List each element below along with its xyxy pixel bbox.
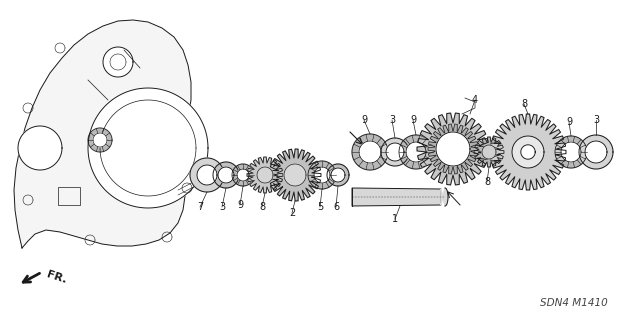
Polygon shape bbox=[308, 161, 336, 189]
Text: 7: 7 bbox=[197, 202, 203, 212]
Text: 1: 1 bbox=[392, 214, 398, 224]
Text: 3: 3 bbox=[389, 115, 395, 125]
Polygon shape bbox=[218, 167, 234, 183]
Text: 5: 5 bbox=[317, 202, 323, 212]
Text: 4: 4 bbox=[472, 95, 478, 105]
Text: 9: 9 bbox=[361, 115, 367, 125]
Polygon shape bbox=[14, 20, 191, 248]
Polygon shape bbox=[386, 143, 404, 161]
Text: SDN4 M1410: SDN4 M1410 bbox=[540, 298, 608, 308]
Polygon shape bbox=[232, 164, 254, 186]
Text: 8: 8 bbox=[259, 202, 265, 212]
Text: 3: 3 bbox=[219, 202, 225, 212]
Polygon shape bbox=[247, 157, 283, 193]
Polygon shape bbox=[88, 88, 208, 208]
Polygon shape bbox=[88, 128, 112, 152]
Polygon shape bbox=[213, 162, 239, 188]
Polygon shape bbox=[490, 114, 566, 190]
Polygon shape bbox=[441, 188, 448, 206]
Polygon shape bbox=[482, 145, 496, 159]
Polygon shape bbox=[555, 136, 587, 168]
Polygon shape bbox=[399, 135, 433, 169]
Text: 9: 9 bbox=[566, 117, 572, 127]
Polygon shape bbox=[257, 167, 273, 183]
Polygon shape bbox=[327, 164, 349, 186]
Polygon shape bbox=[18, 126, 62, 170]
Polygon shape bbox=[269, 149, 321, 201]
Polygon shape bbox=[561, 142, 581, 162]
Text: 6: 6 bbox=[333, 202, 339, 212]
Polygon shape bbox=[197, 165, 217, 185]
Text: 3: 3 bbox=[593, 115, 599, 125]
Polygon shape bbox=[474, 137, 504, 167]
Polygon shape bbox=[521, 145, 535, 159]
Polygon shape bbox=[314, 167, 330, 183]
Polygon shape bbox=[428, 124, 478, 174]
Polygon shape bbox=[284, 164, 306, 186]
Text: 9: 9 bbox=[410, 115, 416, 125]
Polygon shape bbox=[237, 169, 249, 181]
Polygon shape bbox=[359, 141, 381, 163]
Polygon shape bbox=[103, 47, 133, 77]
Polygon shape bbox=[585, 141, 607, 163]
Polygon shape bbox=[406, 142, 426, 162]
Polygon shape bbox=[579, 135, 613, 169]
Polygon shape bbox=[417, 113, 489, 185]
Polygon shape bbox=[190, 158, 224, 192]
Text: 9: 9 bbox=[237, 200, 243, 210]
Polygon shape bbox=[352, 188, 441, 206]
Text: 8: 8 bbox=[484, 177, 490, 187]
Polygon shape bbox=[352, 134, 388, 170]
Polygon shape bbox=[512, 136, 544, 168]
Polygon shape bbox=[331, 168, 345, 182]
Text: FR.: FR. bbox=[45, 269, 68, 285]
Polygon shape bbox=[436, 132, 470, 166]
Polygon shape bbox=[381, 138, 409, 166]
Text: 8: 8 bbox=[521, 99, 527, 109]
Text: 2: 2 bbox=[289, 208, 295, 218]
Polygon shape bbox=[93, 133, 107, 147]
